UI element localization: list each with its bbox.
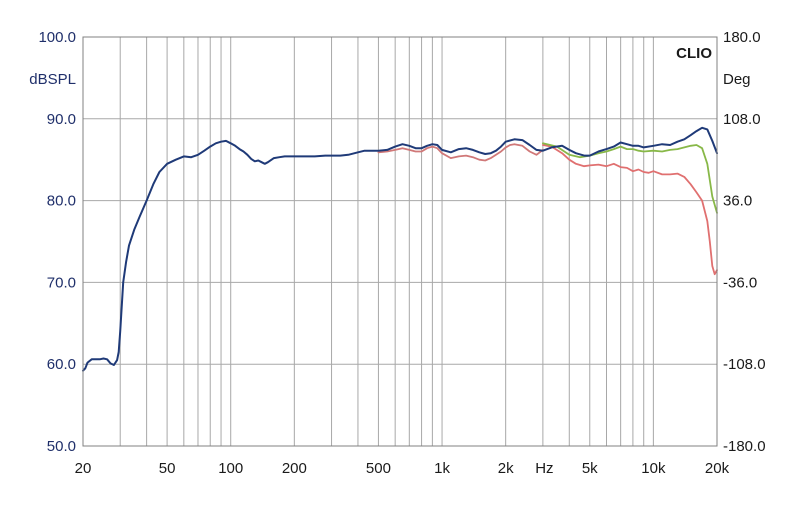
x-tick-label: 5k bbox=[582, 460, 598, 477]
plot-frame bbox=[82, 36, 718, 447]
x-unit-label: Hz bbox=[535, 460, 553, 477]
y-tick-label-left: 60.0 bbox=[47, 356, 76, 373]
x-tick-label: 50 bbox=[159, 460, 176, 477]
x-tick-label: 10k bbox=[641, 460, 666, 477]
brand-label: CLIO bbox=[676, 45, 712, 62]
x-tick-label: 20k bbox=[705, 460, 730, 477]
label-layer: 50.0 60.0 70.0 80.0 90.0 100.0 -180.0 -108.0 -36… bbox=[29, 29, 765, 477]
y-tick-label-right: -180.0 bbox=[723, 438, 766, 455]
x-tick-label: 200 bbox=[282, 460, 307, 477]
series-line-4 bbox=[82, 126, 718, 372]
y-tick-label-left: 70.0 bbox=[47, 274, 76, 291]
y-tick-label-left: 100.0 bbox=[38, 29, 76, 46]
y-tick-label-right: 180.0 bbox=[723, 29, 761, 46]
y-tick-label-right: -108.0 bbox=[723, 356, 766, 373]
x-tick-label: 500 bbox=[366, 460, 391, 477]
grid-layer bbox=[82, 36, 718, 447]
x-tick-label: 20 bbox=[75, 460, 92, 477]
y-tick-label-right: 108.0 bbox=[723, 111, 761, 128]
series-line-3 bbox=[377, 143, 544, 162]
y-axis-label-right: Deg bbox=[723, 71, 751, 88]
y-axis-label-left: dBSPL bbox=[29, 71, 76, 88]
x-tick-label: 100 bbox=[218, 460, 243, 477]
y-tick-label-right: 36.0 bbox=[723, 193, 752, 210]
x-tick-label: 2k bbox=[498, 460, 514, 477]
y-tick-label-left: 80.0 bbox=[47, 193, 76, 210]
x-tick-label: 1k bbox=[434, 460, 450, 477]
series-layer bbox=[82, 126, 718, 372]
y-tick-label-left: 90.0 bbox=[47, 111, 76, 128]
y-tick-label-right: -36.0 bbox=[723, 274, 757, 291]
y-tick-label-left: 50.0 bbox=[47, 438, 76, 455]
series-line-1 bbox=[542, 144, 718, 276]
